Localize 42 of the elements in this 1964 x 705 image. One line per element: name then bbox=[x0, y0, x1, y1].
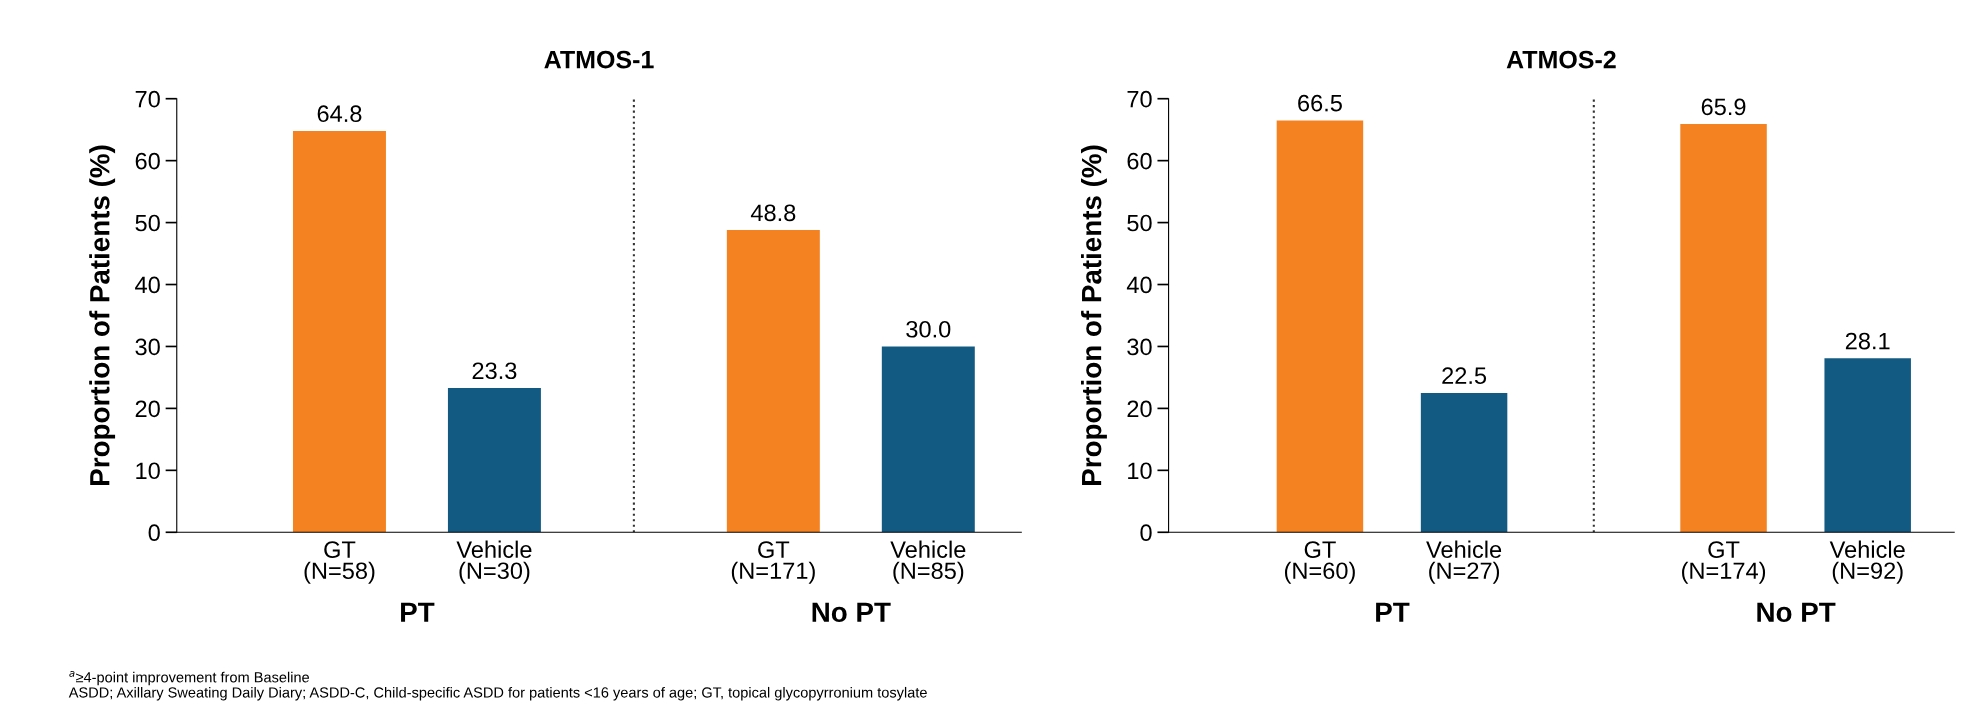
text: PT bbox=[401, 602, 435, 622]
x-tick-label: GT (N=174) bbox=[1682, 541, 1766, 584]
x-tick-label: GT (N=60) bbox=[1284, 541, 1355, 584]
x-tick-label: Vehicle (N=92) bbox=[1829, 540, 1905, 584]
y-tick-label: 40 bbox=[1126, 276, 1152, 294]
x-tick-label: Vehicle (N=27) bbox=[1426, 540, 1502, 584]
chart-title: ATMOS-1 bbox=[544, 50, 654, 69]
data-label: 65.9 bbox=[1701, 98, 1746, 116]
y-tick-label: 20 bbox=[135, 400, 160, 418]
data-label: 48.8 bbox=[750, 204, 796, 222]
y-tick-label: 30 bbox=[1127, 338, 1152, 356]
x-tick-label: GT (N=171) bbox=[731, 541, 815, 584]
y-tick-label: 10 bbox=[1128, 462, 1152, 480]
data-label: 22.5 bbox=[1442, 367, 1487, 385]
y-axis-title: Proportion of Patients (%) bbox=[89, 145, 116, 485]
x-tick-label: GT (N=58) bbox=[304, 541, 375, 584]
data-label: 30.0 bbox=[906, 320, 951, 338]
data-label: 64.8 bbox=[317, 105, 362, 123]
y-tick-label: 20 bbox=[1127, 400, 1152, 418]
y-tick-label: 50 bbox=[1127, 214, 1152, 232]
y-tick-label: 50 bbox=[135, 214, 160, 232]
text: No PT bbox=[1757, 602, 1836, 623]
y-tick-label: 70 bbox=[135, 90, 160, 108]
data-label: 66.5 bbox=[1298, 94, 1342, 112]
text: PT bbox=[1376, 602, 1410, 622]
y-tick-label: 10 bbox=[136, 462, 160, 480]
y-tick-label: 0 bbox=[1140, 524, 1152, 542]
y-tick-label: 40 bbox=[135, 276, 160, 294]
y-tick-label: 60 bbox=[135, 152, 160, 170]
y-tick-label: 0 bbox=[148, 524, 160, 542]
chart-title: ATMOS-2 bbox=[1506, 50, 1616, 69]
text: ASDD; Axillary Sweating Daily Diary; ASDD-C, Child-specific ASDD for patients <16 years of age; GT, topical glycopyrronium tosylate bbox=[68, 686, 927, 701]
data-label: 23.3 bbox=[472, 362, 517, 380]
x-tick-label: Vehicle (N=30) bbox=[456, 540, 532, 584]
data-label: 28.1 bbox=[1845, 332, 1890, 350]
text: $^{a}$≥4-point improvement from Baseline bbox=[69, 670, 310, 686]
y-tick-label: 30 bbox=[135, 338, 160, 356]
text: No PT bbox=[812, 602, 891, 623]
y-axis-title: Proportion of Patients (%) bbox=[1081, 145, 1107, 485]
y-tick-label: 70 bbox=[1127, 90, 1152, 108]
y-tick-label: 60 bbox=[1127, 152, 1152, 170]
x-tick-label: Vehicle (N=85) bbox=[890, 540, 966, 584]
